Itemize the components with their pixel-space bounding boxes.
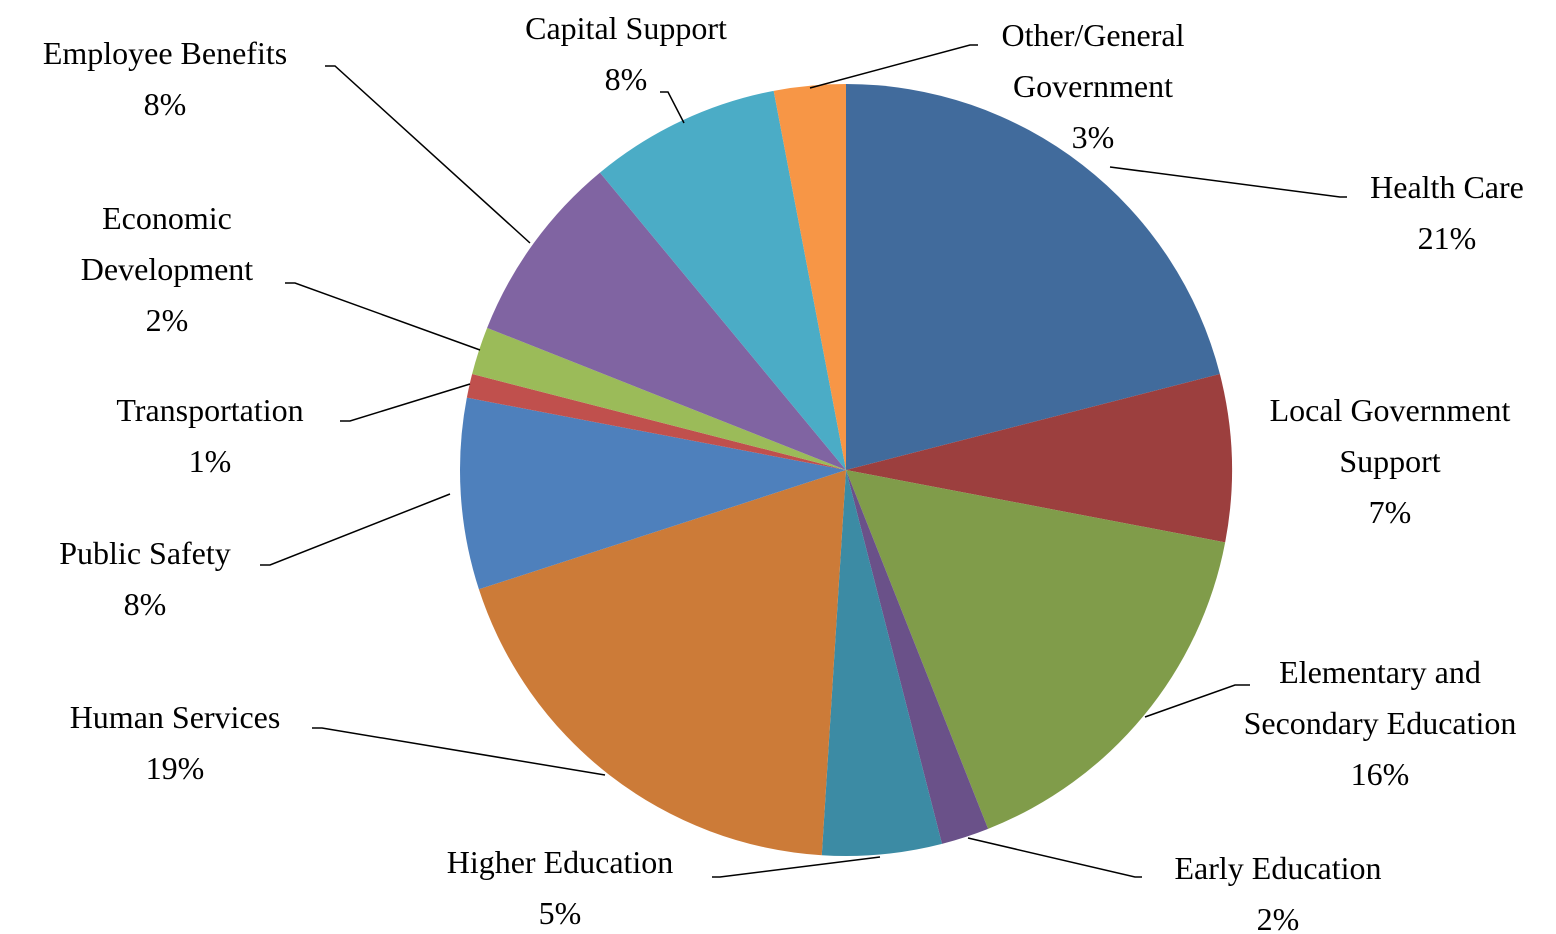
leader-line — [260, 493, 451, 566]
slice-label: Local Government Support 7% — [1230, 385, 1550, 538]
slice-label: Public Safety 8% — [15, 528, 275, 630]
value-label: 5% — [538, 895, 582, 931]
slice-label: Other/General Government 3% — [968, 10, 1218, 163]
leader-line — [1109, 166, 1347, 198]
pie-slice — [846, 374, 1232, 543]
value-label: 3% — [1071, 119, 1115, 155]
value-label: 1% — [188, 443, 232, 479]
pie-slice — [472, 327, 846, 470]
value-label: 7% — [1368, 494, 1412, 530]
value-label: 8% — [123, 586, 167, 622]
slice-label: Economic Development 2% — [47, 193, 287, 346]
pie-slice — [846, 84, 1220, 470]
leader-line — [285, 282, 481, 351]
value-label: 21% — [1417, 220, 1477, 256]
leader-line — [809, 44, 978, 89]
slice-label: Employee Benefits 8% — [5, 28, 325, 130]
pie-slice — [846, 470, 1226, 829]
category-name: Higher Education — [446, 844, 674, 880]
category-name: Employee Benefits — [42, 35, 288, 71]
leader-line — [967, 837, 1142, 878]
slice-label: Human Services 19% — [25, 692, 325, 794]
category-name: Local Government Support — [1269, 392, 1511, 479]
category-name: Economic Development — [80, 200, 254, 287]
category-name: Capital Support — [525, 10, 727, 46]
slice-label: Transportation 1% — [75, 385, 345, 487]
pie-slice — [487, 172, 846, 470]
category-name: Elementary and Secondary Education — [1243, 654, 1517, 741]
value-label: 2% — [1256, 901, 1300, 934]
leader-line — [660, 91, 685, 124]
leader-line — [1144, 684, 1250, 718]
category-name: Human Services — [69, 699, 281, 735]
slice-label: Early Education 2% — [1128, 843, 1428, 934]
leader-line — [712, 856, 881, 878]
category-name: Early Education — [1174, 850, 1382, 886]
category-name: Transportation — [116, 392, 304, 428]
slice-label: Capital Support 8% — [486, 3, 766, 105]
leader-line — [340, 383, 471, 422]
value-label: 8% — [143, 86, 187, 122]
slice-label: Higher Education 5% — [400, 837, 720, 934]
slice-label: Health Care 21% — [1297, 162, 1556, 264]
category-name: Public Safety — [59, 535, 231, 571]
pie-slice — [599, 90, 846, 470]
pie-slice — [466, 374, 846, 470]
value-label: 8% — [604, 61, 648, 97]
slice-label: Elementary and Secondary Education 16% — [1240, 647, 1520, 800]
leader-line — [312, 727, 606, 776]
category-name: Health Care — [1370, 169, 1524, 205]
value-label: 2% — [145, 302, 189, 338]
pie-slice — [846, 470, 989, 844]
pie-slice — [478, 470, 846, 856]
value-label: 19% — [145, 750, 205, 786]
pie-slice — [821, 470, 942, 856]
value-label: 16% — [1350, 756, 1410, 792]
pie-slice — [459, 397, 846, 590]
category-name: Other/General Government — [1001, 17, 1185, 104]
pie-slice — [773, 84, 846, 470]
leader-line — [325, 65, 531, 244]
